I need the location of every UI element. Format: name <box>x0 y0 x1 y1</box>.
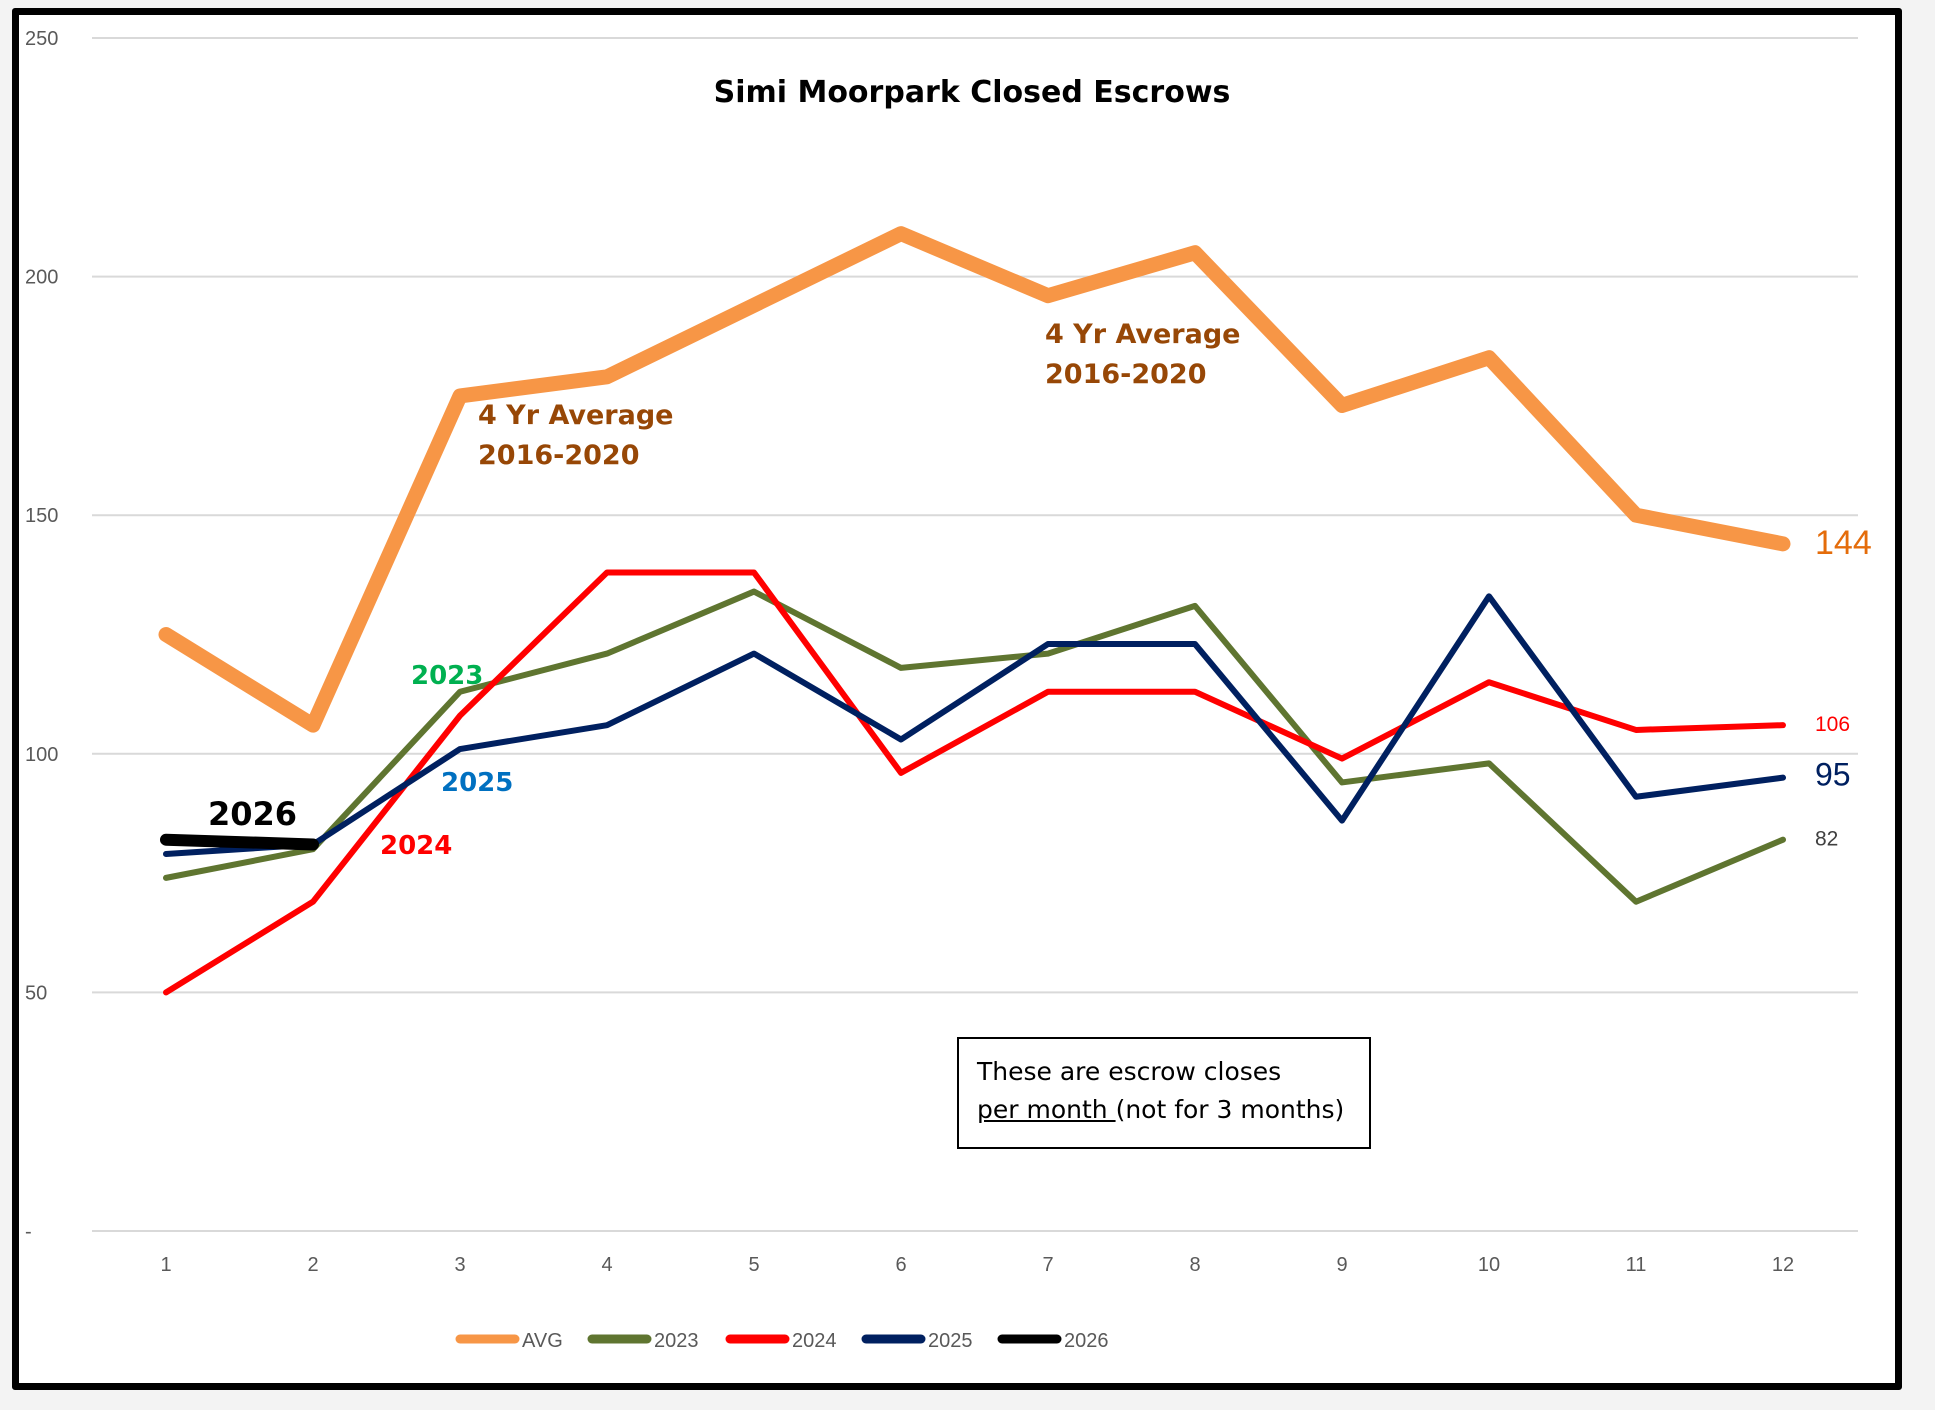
note-rest: (not for 3 months) <box>1115 1095 1345 1124</box>
y-tick-label: 50 <box>25 982 47 1004</box>
x-tick-label: 4 <box>601 1254 612 1276</box>
x-tick-label: 11 <box>1626 1254 1647 1276</box>
legend-label: 2023 <box>654 1330 699 1352</box>
legend-label: AVG <box>522 1330 563 1352</box>
annotation-avg-2: 4 Yr Average 2016-2020 <box>1045 319 1240 390</box>
x-tick-label: 8 <box>1189 1254 1200 1276</box>
gridlines <box>92 37 1858 1232</box>
x-tick-label: 6 <box>895 1254 906 1276</box>
legend-label: 2026 <box>1064 1330 1109 1352</box>
series-line-2025 <box>163 593 1786 858</box>
x-axis-ticks: 1 2 3 4 5 6 7 8 9 10 11 12 <box>160 1254 1794 1276</box>
legend-item-2026: 2026 <box>997 1330 1109 1352</box>
legend-label: 2024 <box>792 1330 837 1352</box>
x-tick-label: 9 <box>1336 1254 1347 1276</box>
annotation-avg-2-line1: 4 Yr Average <box>1045 319 1240 350</box>
y-axis-ticks: - 50 100 150 200 250 <box>25 28 58 1243</box>
series-line-2024 <box>163 569 1786 996</box>
annotation-2025: 2025 <box>441 768 513 798</box>
note-line1: These are escrow closes <box>977 1057 1282 1086</box>
end-label-2024: 106 <box>1815 713 1850 736</box>
annotation-2024: 2024 <box>380 831 452 861</box>
legend-item-2025: 2025 <box>861 1330 973 1352</box>
series-line-2023 <box>163 588 1786 905</box>
end-label-2023: 82 <box>1815 828 1838 851</box>
legend-item-avg: AVG <box>455 1330 563 1352</box>
end-label-avg: 144 <box>1815 524 1872 562</box>
series-line-avg <box>158 226 1791 733</box>
x-tick-label: 10 <box>1478 1254 1500 1276</box>
note-underlined: per month <box>977 1095 1116 1124</box>
x-tick-label: 12 <box>1772 1254 1794 1276</box>
x-tick-label: 1 <box>160 1254 171 1276</box>
annotation-2026: 2026 <box>208 795 297 833</box>
y-tick-label: - <box>25 1221 32 1243</box>
series-line-2026 <box>160 833 319 851</box>
x-tick-label: 7 <box>1042 1254 1053 1276</box>
y-tick-label: 200 <box>25 267 58 289</box>
legend-item-2023: 2023 <box>587 1330 699 1352</box>
legend: AVG 2023 2024 2025 2026 <box>455 1330 1109 1352</box>
x-tick-label: 5 <box>748 1254 759 1276</box>
annotation-avg-1: 4 Yr Average 2016-2020 <box>478 400 673 471</box>
annotation-avg-2-line2: 2016-2020 <box>1045 359 1207 390</box>
annotation-avg-1-line2: 2016-2020 <box>478 440 640 471</box>
y-tick-label: 150 <box>25 505 58 527</box>
y-tick-label: 250 <box>25 28 58 50</box>
legend-item-2024: 2024 <box>725 1330 837 1352</box>
note-box: These are escrow closes per month (not f… <box>957 1037 1371 1149</box>
x-tick-label: 2 <box>307 1254 318 1276</box>
chart-title: Simi Moorpark Closed Escrows <box>714 75 1231 110</box>
note-line2: per month (not for 3 months) <box>977 1091 1351 1129</box>
annotation-avg-1-line1: 4 Yr Average <box>478 400 673 431</box>
end-labels: 144 106 95 82 <box>1815 524 1872 851</box>
series-lines <box>158 226 1791 996</box>
end-label-2025: 95 <box>1815 757 1851 793</box>
legend-label: 2025 <box>928 1330 973 1352</box>
x-tick-label: 3 <box>454 1254 465 1276</box>
y-tick-label: 100 <box>25 744 58 766</box>
annotation-2023: 2023 <box>411 661 483 691</box>
